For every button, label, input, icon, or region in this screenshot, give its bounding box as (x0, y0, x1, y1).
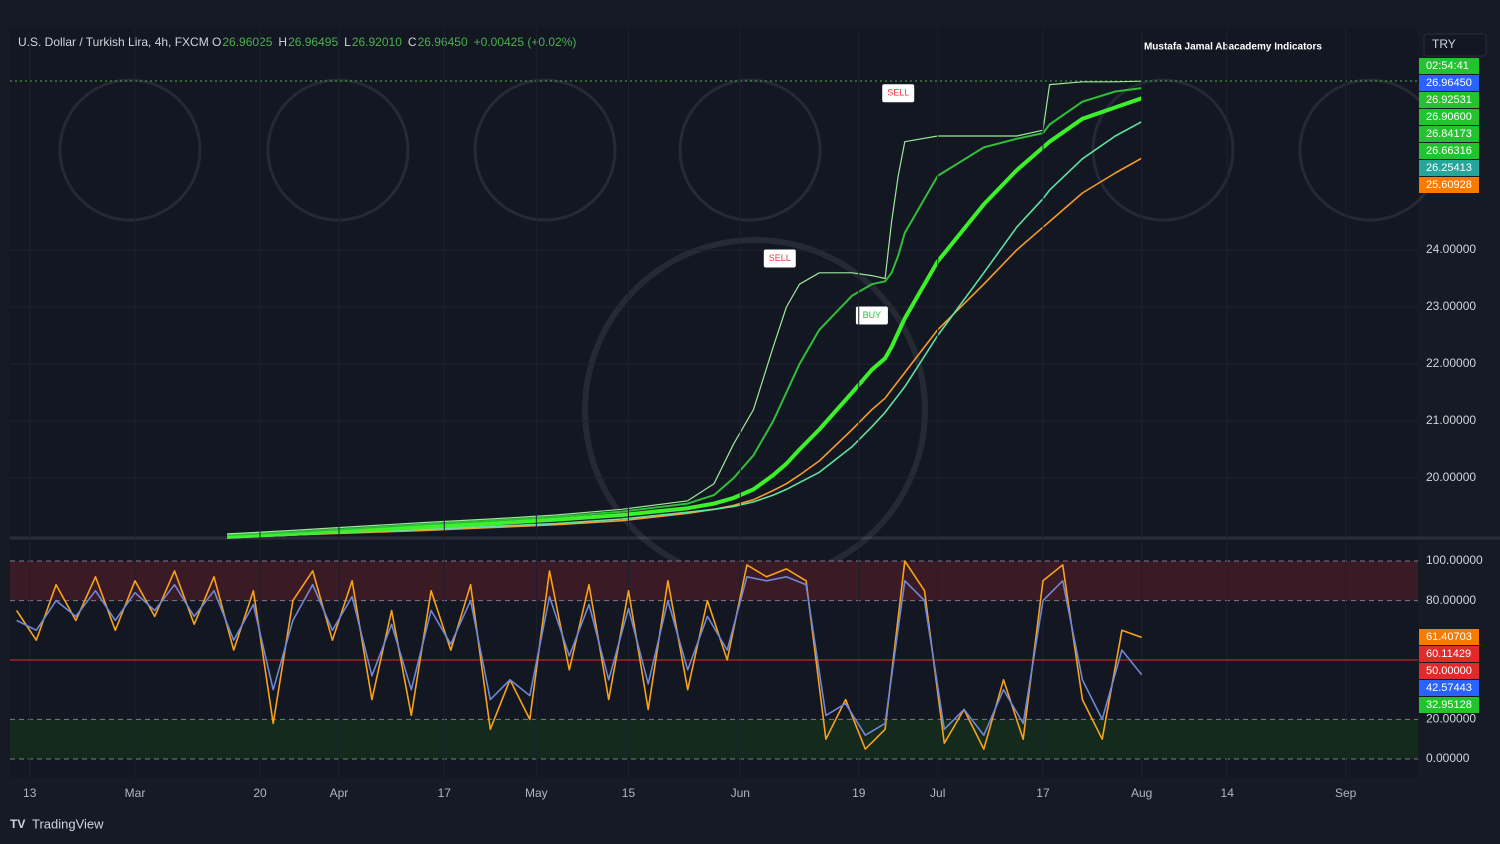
price-badge-label: 50.00000 (1426, 665, 1472, 677)
ohlc-label: H (278, 35, 287, 49)
price-badge-label: 60.11429 (1426, 648, 1471, 660)
price-badge (1419, 663, 1479, 679)
price-pane (10, 28, 1418, 536)
price-badge-label: 26.96450 (1426, 77, 1472, 89)
price-badge (1419, 109, 1479, 125)
y-tick-label: 0.00000 (1426, 751, 1470, 765)
x-tick-label: 20 (253, 786, 267, 800)
price-badge-label: 02:54:41 (1426, 60, 1469, 72)
x-tick-label: 19 (852, 786, 866, 800)
x-tick-label: Jul (930, 786, 945, 800)
price-badge-label: 32.95128 (1426, 699, 1472, 711)
price-badge-label: 26.92531 (1426, 94, 1472, 106)
x-tick-label: 17 (438, 786, 452, 800)
ohlc-label: C (408, 35, 417, 49)
price-badge (1419, 75, 1479, 91)
price-badge (1419, 680, 1479, 696)
y-tick-label: 24.00000 (1426, 242, 1476, 256)
watermark (58, 78, 1442, 583)
y-tick-label: 23.00000 (1426, 299, 1476, 313)
ohlc-value: 26.96495 (288, 35, 338, 49)
y-tick-label: 20.00000 (1426, 712, 1476, 726)
x-tick-label: Mar (125, 786, 146, 800)
ohlc-value: 26.96025 (222, 35, 272, 49)
price-badge-label: 61.40703 (1426, 631, 1472, 643)
price-badge-label: 42.57443 (1426, 682, 1472, 694)
zone (10, 719, 1418, 759)
signal-box (882, 84, 915, 103)
price-badge-label: 26.25413 (1426, 162, 1472, 174)
series-line (227, 87, 1142, 536)
zone (10, 560, 1418, 601)
indicator-name: Mustafa Jamal Abacademy Indicators (1144, 42, 1322, 53)
currency[interactable]: TRY (1432, 37, 1456, 51)
x-tick-label: 15 (622, 786, 636, 800)
brand-logo: TV (10, 817, 25, 831)
brand: TradingView (32, 816, 104, 831)
price-badge (1419, 629, 1479, 645)
x-tick-label: Apr (330, 786, 349, 800)
y-tick-label: 20.00000 (1426, 470, 1476, 484)
price-badge (1419, 697, 1479, 713)
signal-label: BUY (863, 310, 882, 320)
ohlc-value: 26.92010 (352, 35, 402, 49)
ohlc-value: 26.96450 (418, 35, 468, 49)
ohlc-label: O (212, 35, 221, 49)
price-badge (1419, 646, 1479, 662)
price-badge-label: 25.60928 (1426, 179, 1472, 191)
x-tick-label: Sep (1335, 786, 1357, 800)
price-badge (1419, 177, 1479, 193)
symbol: U.S. Dollar / Turkish Lira, 4h, FXCM (18, 35, 209, 49)
price-badge-label: 26.66316 (1426, 145, 1472, 157)
signal-box (763, 249, 796, 268)
price-badge (1419, 92, 1479, 108)
series-line (16, 576, 1143, 736)
x-tick-label: 13 (23, 786, 37, 800)
series-line (15, 560, 1142, 750)
price-badge-label: 26.90600 (1426, 111, 1472, 123)
series-line (227, 80, 1142, 535)
x-tick-label: Jun (731, 786, 750, 800)
change: +0.00425 (+0.02%) (474, 35, 577, 49)
signal-label: SELL (769, 253, 791, 263)
x-tick-label: Aug (1131, 786, 1152, 800)
ohlc-label: L (344, 35, 351, 49)
series-line (227, 96, 1143, 539)
price-badge (1419, 160, 1479, 176)
ohlc: O 26.96025 H 26.96495 L 26.92010 C 26.96450 +0.0… (212, 35, 576, 49)
y-tick-label: 21.00000 (1426, 413, 1476, 427)
price-badge (1419, 58, 1479, 74)
signal-box (855, 306, 888, 325)
price-badge (1419, 126, 1479, 142)
signal-label: SELL (887, 88, 909, 98)
price-badge-label: 26.84173 (1426, 128, 1472, 140)
y-tick-label: 80.00000 (1426, 593, 1476, 607)
price-badge (1419, 143, 1479, 159)
series-line (227, 157, 1143, 539)
x-tick-label: 17 (1036, 786, 1050, 800)
x-tick-label: 14 (1221, 786, 1235, 800)
y-tick-label: 100.00000 (1426, 553, 1483, 567)
y-tick-label: 22.00000 (1426, 356, 1476, 370)
x-tick-label: May (525, 786, 548, 800)
series-line (227, 120, 1143, 539)
currency-box[interactable] (1423, 33, 1487, 57)
